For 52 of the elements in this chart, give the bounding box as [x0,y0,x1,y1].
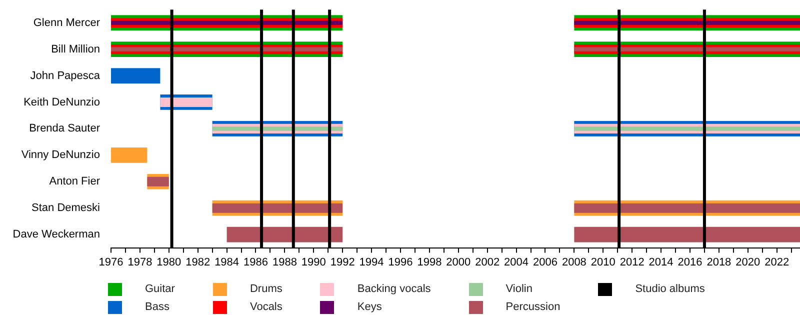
bar [574,126,800,131]
y-tick-label: Glenn Mercer [33,16,100,29]
y-tick-label: John Papesca [30,70,101,82]
legend-label: Violin [506,283,532,295]
x-tick-label: 2010 [590,256,616,268]
x-tick-label: 1984 [214,256,240,268]
x-tick-label: 1982 [186,256,210,268]
bar [212,126,343,131]
legend-label: Percussion [506,301,560,313]
x-tick-label: 1990 [301,256,326,268]
x-tick-label: 1996 [388,256,413,268]
x-tick-label: 2004 [504,256,529,268]
y-tick-label: Vinny DeNunzio [21,149,100,162]
x-tick-label: 2008 [562,256,586,268]
bar [574,20,800,25]
bar [212,203,343,213]
x-tick-label: 1986 [244,256,268,268]
y-tick-label: Brenda Sauter [29,122,100,135]
legend-label: Vocals [250,301,282,313]
x-tick-label: 2014 [648,256,674,268]
x-tick-label: 1992 [330,256,355,268]
x-tick-label: 2020 [736,256,760,268]
legend-label: Guitar [145,283,175,295]
bar [574,203,800,213]
y-tick-label: Stan Demeski [32,202,100,214]
bar [111,68,160,84]
bar [160,97,212,107]
x-tick-label: 2002 [475,256,500,268]
x-tick-label: 1998 [417,256,442,268]
bar [147,176,169,186]
x-tick-label: 1976 [98,256,124,268]
x-tick-label: 2000 [446,256,471,268]
y-tick-label: Keith DeNunzio [24,96,100,108]
y-tick-label: Dave Weckerman [12,228,100,241]
x-tick-label: 1988 [272,256,297,268]
bar [111,147,148,163]
x-tick-label: 1980 [156,256,182,268]
legend-label: Keys [357,301,382,313]
x-tick-label: 2022 [764,256,790,268]
legend-label: Studio albums [635,283,705,295]
x-tick-label: 2006 [533,256,558,268]
legend-label: Drums [250,283,282,295]
y-tick-label: Bill Million [51,43,100,56]
y-tick-label: Anton Fier [49,176,100,188]
bar [111,20,343,25]
x-tick-label: 1978 [128,256,152,268]
x-tick-label: 2016 [678,256,702,268]
x-tick-label: 2012 [620,256,644,268]
legend-label: Bass [145,301,170,313]
x-tick-label: 1994 [359,256,384,268]
x-tick-label: 2018 [706,256,732,268]
legend-label: Backing vocals [357,283,431,295]
